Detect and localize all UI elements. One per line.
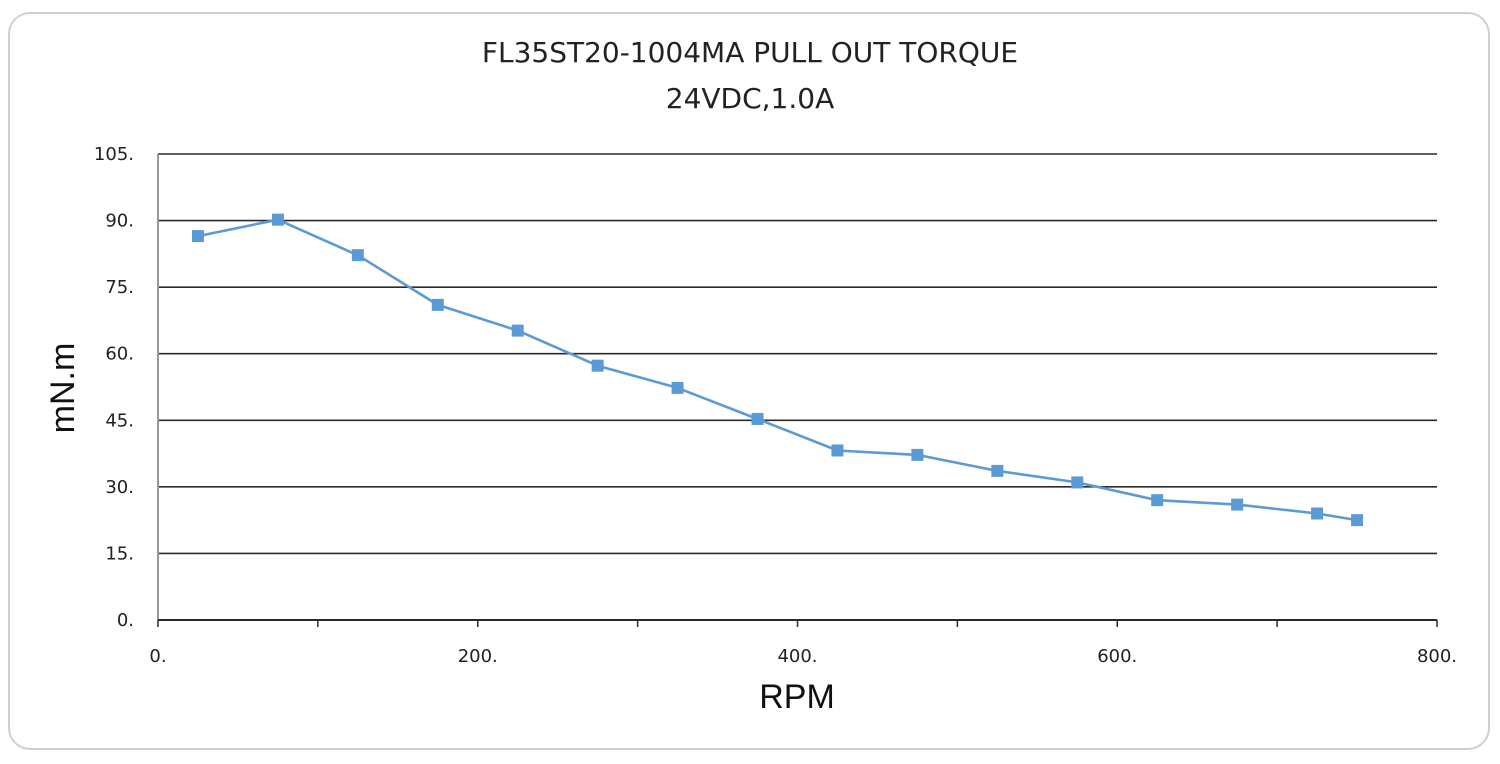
data-point [511,324,524,337]
y-tick-label: 0. [117,610,134,631]
y-tick-label: 105. [94,144,134,165]
data-point [751,412,764,425]
data-point [591,359,604,372]
data-point [1151,494,1164,507]
data-point [911,448,924,461]
y-tick-label: 30. [105,477,134,498]
data-point [431,298,444,311]
data-point [271,213,284,226]
x-tick-label: 600. [1097,646,1137,667]
data-point [1231,498,1244,511]
chart-subtitle: 24VDC,1.0A [665,82,835,115]
chart-title: FL35ST20-1004MA PULL OUT TORQUE [481,36,1019,69]
series-line [197,218,1358,522]
data-point [1311,507,1324,520]
x-tick-label: 0. [149,646,166,667]
x-tick-label: 400. [777,646,817,667]
chart-frame [8,12,1490,750]
y-tick-label: 45. [105,410,134,431]
x-tick-label: 800. [1417,646,1457,667]
data-point [191,230,204,243]
y-tick-label: 90. [105,211,134,232]
data-point [991,464,1004,477]
y-axis-label: mN.m [44,343,82,434]
x-tick-label: 200. [458,646,498,667]
data-point [351,249,364,262]
data-point [831,444,844,457]
data-point [1071,476,1084,489]
y-tick-label: 15. [105,543,134,564]
data-point [1351,514,1364,527]
y-tick-label: 75. [105,277,134,298]
y-tick-label: 60. [105,344,134,365]
x-axis-label: RPM [759,678,835,716]
data-point [671,381,684,394]
